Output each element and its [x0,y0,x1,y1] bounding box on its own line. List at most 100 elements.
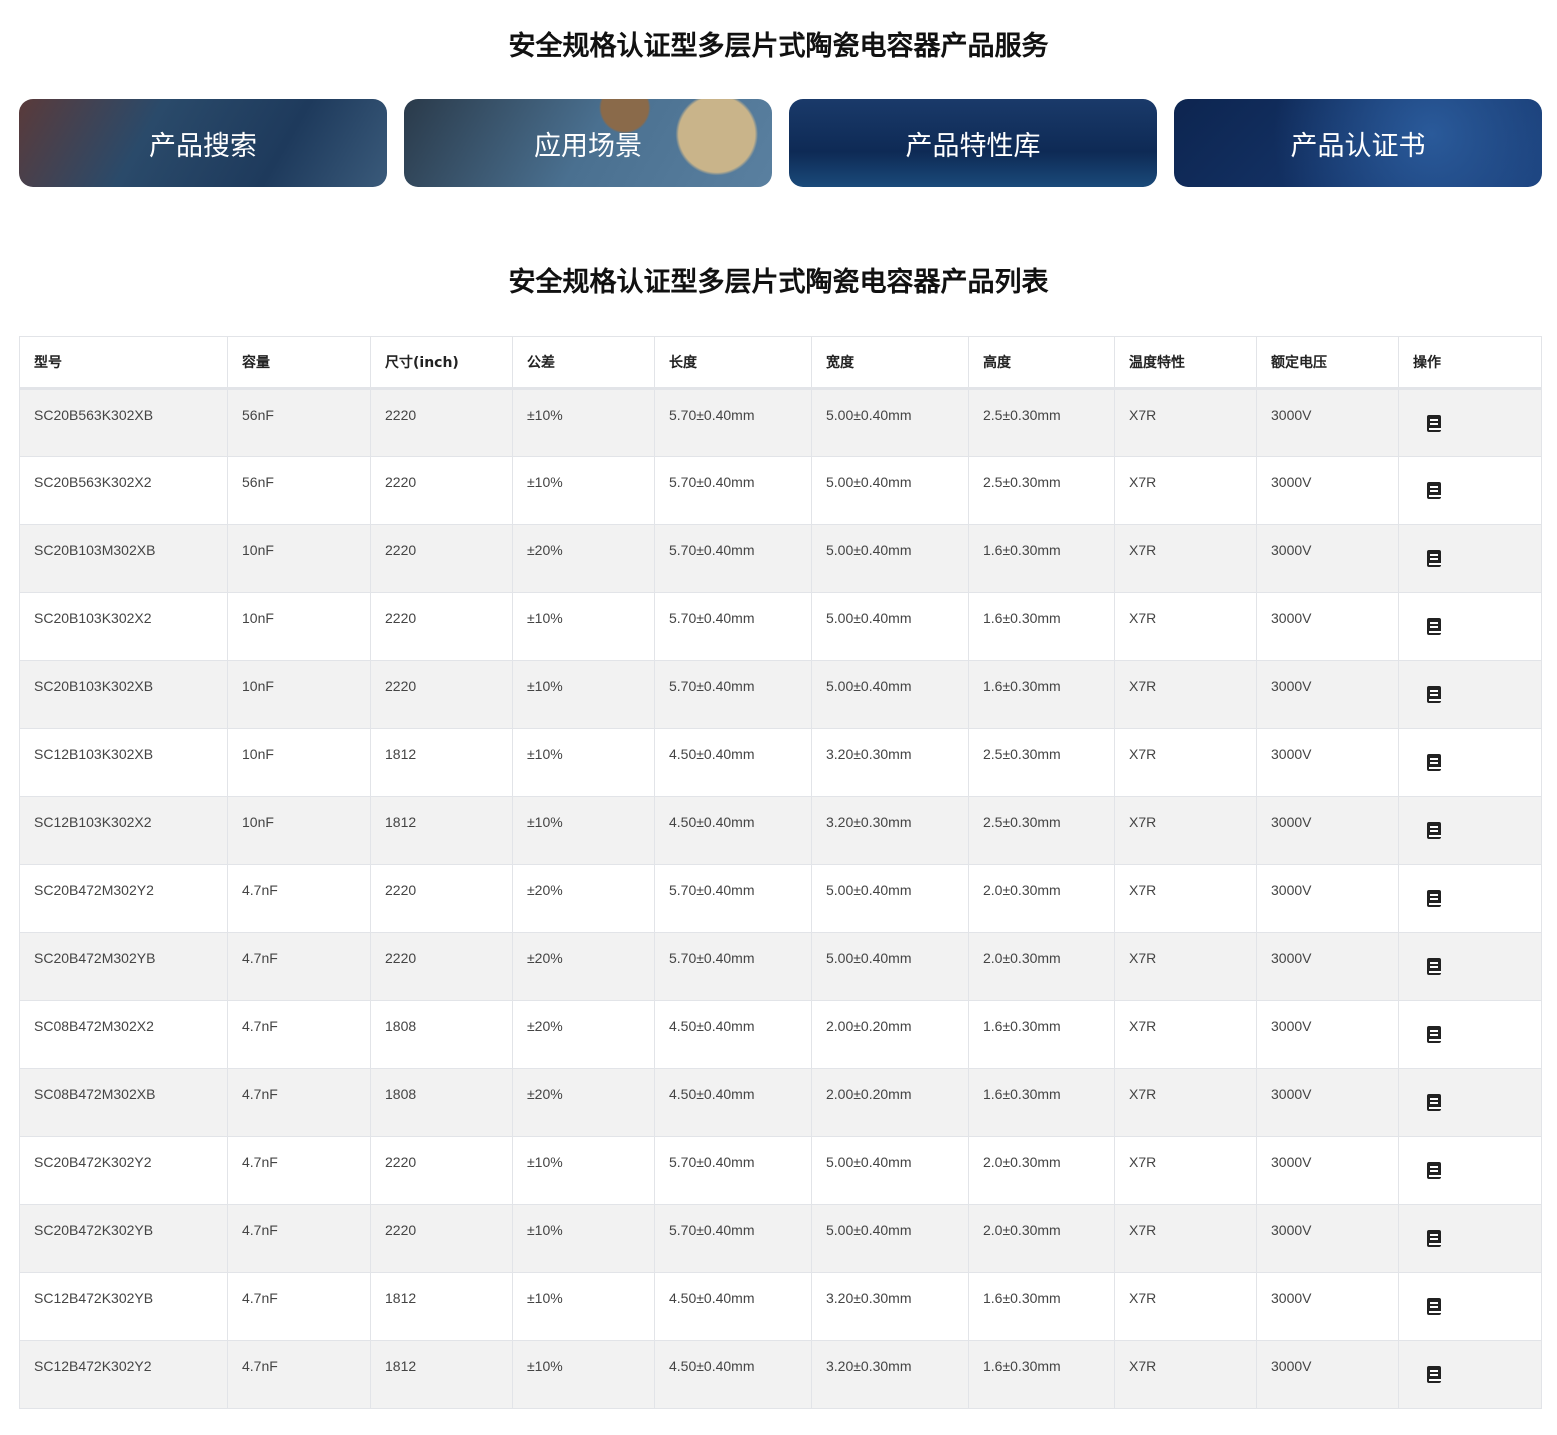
datasheet-book-icon[interactable] [1427,754,1441,771]
column-header-height: 高度 [968,336,1115,390]
cell-length: 4.50±0.40mm [654,728,812,797]
datasheet-book-icon[interactable] [1427,1094,1441,1111]
cell-tolerance: ±20% [512,932,655,1001]
cell-tolerance: ±20% [512,864,655,933]
datasheet-book-icon[interactable] [1427,686,1441,703]
cell-width: 5.00±0.40mm [811,524,969,593]
cell-height: 2.5±0.30mm [968,796,1115,865]
cell-model: SC12B472K302Y2 [19,1340,228,1409]
datasheet-book-icon[interactable] [1427,415,1441,432]
cell-tolerance: ±10% [512,796,655,865]
cell-rated-voltage: 3000V [1256,456,1399,525]
cell-size: 2220 [370,660,513,729]
cell-capacitance: 4.7nF [227,1136,371,1205]
cell-rated-voltage: 3000V [1256,1136,1399,1205]
datasheet-book-icon[interactable] [1427,822,1441,839]
cell-width: 5.00±0.40mm [811,1136,969,1205]
cell-size: 1808 [370,1000,513,1069]
table-header: 型号 容量 尺寸(inch) 公差 长度 宽度 高度 温度特性 额定电压 操作 [19,336,1542,390]
table-row: SC08B472M302X2 4.7nF 1808 ±20% 4.50±0.40mm 2.… [19,1000,1542,1069]
cell-temp-char: X7R [1114,660,1257,729]
product-characteristics-card[interactable]: 产品特性库 [789,99,1157,187]
cell-tolerance: ±10% [512,1340,655,1409]
cell-width: 3.20±0.30mm [811,728,969,797]
cell-width: 5.00±0.40mm [811,388,969,457]
datasheet-book-icon[interactable] [1427,1366,1441,1383]
cell-tolerance: ±20% [512,524,655,593]
cell-height: 2.0±0.30mm [968,1136,1115,1205]
cell-size: 2220 [370,1136,513,1205]
cell-width: 3.20±0.30mm [811,796,969,865]
cell-temp-char: X7R [1114,1204,1257,1273]
cell-height: 2.0±0.30mm [968,864,1115,933]
datasheet-book-icon[interactable] [1427,958,1441,975]
datasheet-book-icon[interactable] [1427,482,1441,499]
cell-height: 1.6±0.30mm [968,1340,1115,1409]
cell-size: 1812 [370,1340,513,1409]
column-header-action: 操作 [1398,336,1542,390]
cell-temp-char: X7R [1114,932,1257,1001]
cell-rated-voltage: 3000V [1256,1068,1399,1137]
product-search-card[interactable]: 产品搜索 [19,99,387,187]
cell-action [1398,592,1542,661]
cell-rated-voltage: 3000V [1256,1272,1399,1341]
cell-tolerance: ±10% [512,728,655,797]
cell-model: SC20B103M302XB [19,524,228,593]
cell-capacitance: 4.7nF [227,864,371,933]
datasheet-book-icon[interactable] [1427,890,1441,907]
table-row: SC12B472K302YB 4.7nF 1812 ±10% 4.50±0.40mm 3.… [19,1272,1542,1341]
cell-temp-char: X7R [1114,592,1257,661]
product-table: 型号 容量 尺寸(inch) 公差 长度 宽度 高度 温度特性 额定电压 操作 SC20B563K… [19,336,1542,1409]
column-header-length: 长度 [654,336,812,390]
cell-size: 2220 [370,456,513,525]
datasheet-book-icon[interactable] [1427,1298,1441,1315]
cell-temp-char: X7R [1114,1136,1257,1205]
cell-rated-voltage: 3000V [1256,728,1399,797]
cell-capacitance: 4.7nF [227,932,371,1001]
cell-tolerance: ±10% [512,456,655,525]
cell-height: 2.0±0.30mm [968,932,1115,1001]
table-row: SC20B472K302YB 4.7nF 2220 ±10% 5.70±0.40mm 5.… [19,1204,1542,1273]
cell-height: 2.5±0.30mm [968,456,1115,525]
cell-tolerance: ±10% [512,388,655,457]
datasheet-book-icon[interactable] [1427,618,1441,635]
cell-width: 5.00±0.40mm [811,864,969,933]
cell-model: SC20B563K302XB [19,388,228,457]
cell-temp-char: X7R [1114,728,1257,797]
cell-width: 3.20±0.30mm [811,1340,969,1409]
cell-action [1398,524,1542,593]
table-row: SC08B472M302XB 4.7nF 1808 ±20% 4.50±0.40mm 2.… [19,1068,1542,1137]
cell-capacitance: 10nF [227,592,371,661]
product-certificates-card[interactable]: 产品认证书 [1174,99,1542,187]
datasheet-book-icon[interactable] [1427,1162,1441,1179]
cell-height: 1.6±0.30mm [968,1272,1115,1341]
cell-model: SC20B103K302X2 [19,592,228,661]
datasheet-book-icon[interactable] [1427,1026,1441,1043]
datasheet-book-icon[interactable] [1427,550,1441,567]
application-scenarios-card[interactable]: 应用场景 [404,99,772,187]
table-row: SC12B472K302Y2 4.7nF 1812 ±10% 4.50±0.40mm 3.… [19,1340,1542,1409]
cell-width: 2.00±0.20mm [811,1000,969,1069]
cell-length: 5.70±0.40mm [654,660,812,729]
cell-rated-voltage: 3000V [1256,864,1399,933]
cell-action [1398,796,1542,865]
cell-rated-voltage: 3000V [1256,388,1399,457]
cell-width: 3.20±0.30mm [811,1272,969,1341]
column-header-size: 尺寸(inch) [370,336,513,390]
table-row: SC12B103K302X2 10nF 1812 ±10% 4.50±0.40mm 3.2… [19,796,1542,865]
cell-capacitance: 4.7nF [227,1000,371,1069]
table-row: SC20B472K302Y2 4.7nF 2220 ±10% 5.70±0.40mm 5.… [19,1136,1542,1205]
cell-capacitance: 4.7nF [227,1204,371,1273]
cell-height: 2.5±0.30mm [968,728,1115,797]
cell-size: 2220 [370,388,513,457]
cell-length: 5.70±0.40mm [654,592,812,661]
cell-length: 4.50±0.40mm [654,1340,812,1409]
cell-temp-char: X7R [1114,388,1257,457]
table-row: SC20B563K302X2 56nF 2220 ±10% 5.70±0.40mm 5.0… [19,456,1542,525]
cell-width: 5.00±0.40mm [811,592,969,661]
cell-size: 1812 [370,728,513,797]
datasheet-book-icon[interactable] [1427,1230,1441,1247]
cell-temp-char: X7R [1114,796,1257,865]
table-row: SC20B103K302XB 10nF 2220 ±10% 5.70±0.40mm 5.0… [19,660,1542,729]
service-title: 安全规格认证型多层片式陶瓷电容器产品服务 [508,31,1049,62]
